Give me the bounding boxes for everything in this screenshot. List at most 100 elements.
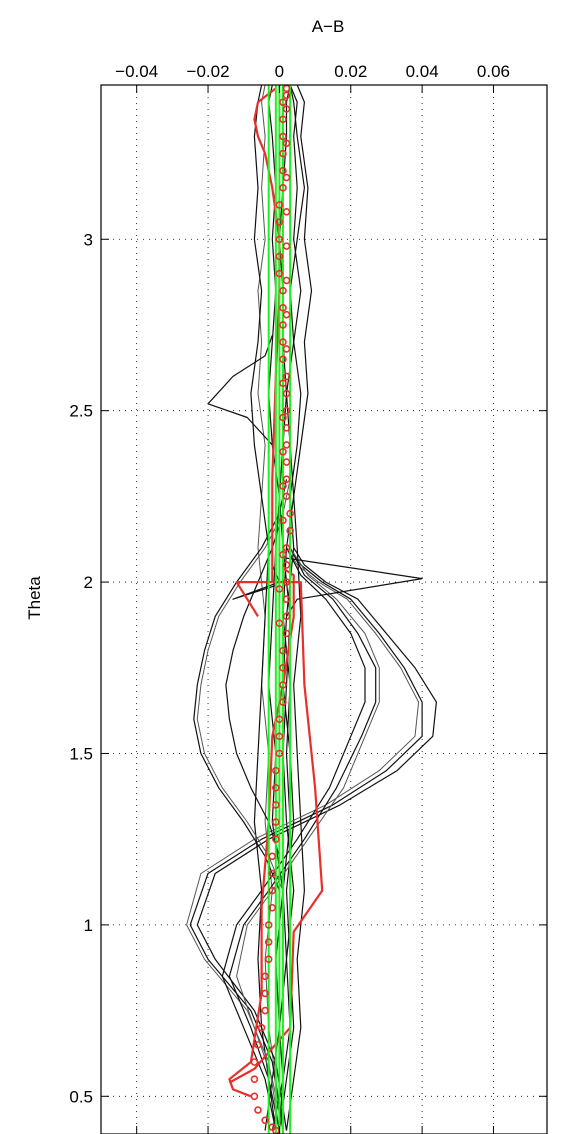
series-line-wave-10 xyxy=(186,547,420,1131)
series-line-ensemble-4 xyxy=(257,84,284,1131)
marker-point xyxy=(250,1058,259,1066)
marker-point xyxy=(275,235,284,244)
marker-point xyxy=(264,938,273,946)
marker-point xyxy=(279,413,287,422)
marker-point xyxy=(275,619,284,628)
series-line-ensemble-6 xyxy=(250,84,277,1131)
marker-point xyxy=(282,242,291,250)
marker-point xyxy=(279,379,287,388)
marker-point xyxy=(275,218,284,226)
x-tick-label: −0.04 xyxy=(115,62,158,81)
marker-point xyxy=(282,345,291,353)
y-tick-label: 3 xyxy=(84,230,93,249)
marker-point xyxy=(275,585,284,593)
x-tick-label: −0.02 xyxy=(187,62,230,81)
marker-point xyxy=(272,766,280,775)
plot-area xyxy=(186,84,437,1134)
marker-point xyxy=(279,304,287,312)
marker-point xyxy=(279,550,287,559)
series-line-wave-16 xyxy=(225,513,284,857)
marker-point xyxy=(282,173,291,182)
marker-point xyxy=(264,955,273,963)
series-line-red-20 xyxy=(228,567,295,1098)
marker-point xyxy=(282,276,291,285)
marker-point xyxy=(254,1106,262,1114)
series-line-red-21 xyxy=(253,87,281,583)
marker-point xyxy=(282,406,291,415)
marker-point xyxy=(282,208,291,216)
marker-point xyxy=(279,663,287,672)
marker-point xyxy=(282,612,291,621)
series-line-ensemble-5 xyxy=(285,84,313,1131)
marker-point xyxy=(282,475,291,484)
ticks: −0.04 −0.02 0 0.02 0.04 0.06 0.5 1 1.5 2 2.5 3 xyxy=(69,62,547,1134)
y-axis-label: Theta xyxy=(25,576,44,620)
marker-point xyxy=(250,1075,259,1083)
marker-point xyxy=(268,903,277,912)
marker-point xyxy=(282,458,291,466)
marker-point xyxy=(275,732,284,741)
marker-point xyxy=(279,482,287,490)
marker-point xyxy=(282,543,291,552)
marker-point xyxy=(261,1116,269,1125)
y-tick-label: 0.5 xyxy=(69,1087,93,1106)
marker-point xyxy=(272,783,280,792)
marker-point xyxy=(282,492,291,501)
series-line-wave-11 xyxy=(221,547,366,1131)
plot-frame xyxy=(100,84,548,1134)
marker-point xyxy=(279,338,287,346)
marker-point xyxy=(279,448,287,456)
marker-point xyxy=(268,852,277,861)
marker-point xyxy=(286,526,294,535)
marker-point xyxy=(282,578,291,586)
marker-point xyxy=(286,509,294,518)
marker-point xyxy=(275,715,284,723)
marker-point xyxy=(261,989,269,998)
marker-point xyxy=(279,132,287,141)
marker-point xyxy=(282,372,291,381)
marker-point xyxy=(275,269,284,278)
marker-point xyxy=(279,98,287,106)
marker-point xyxy=(275,252,284,261)
marker-point xyxy=(268,886,277,895)
marker-point xyxy=(264,921,273,929)
marker-point xyxy=(279,184,287,192)
series-line-wave-12 xyxy=(228,547,377,1131)
series-line-wave-14 xyxy=(193,479,288,891)
marker-point xyxy=(279,166,287,175)
marker-point xyxy=(282,310,291,319)
marker-point xyxy=(279,516,287,525)
x-tick-label: 0 xyxy=(275,62,284,81)
marker-point xyxy=(279,286,287,295)
marker-point xyxy=(282,389,291,398)
marker-point xyxy=(250,1092,259,1101)
marker-point xyxy=(282,139,291,148)
marker-point xyxy=(261,972,269,981)
y-tick-label: 1 xyxy=(84,916,93,935)
y-tick-label: 2.5 xyxy=(69,402,93,421)
x-tick-label: 0.06 xyxy=(477,62,510,81)
marker-point xyxy=(257,1023,266,1032)
marker-point xyxy=(282,629,291,638)
marker-point xyxy=(279,115,287,124)
marker-point xyxy=(279,321,287,329)
x-tick-label: 0.02 xyxy=(334,62,367,81)
series-line-wave-13 xyxy=(236,547,380,1131)
marker-point xyxy=(272,801,280,809)
x-tick-label: 0.04 xyxy=(406,62,439,81)
marker-point xyxy=(279,355,287,364)
series-line-wave-15 xyxy=(196,479,291,891)
y-tick-label: 2 xyxy=(84,573,93,592)
marker-point xyxy=(272,835,280,843)
marker-point xyxy=(279,698,287,706)
marker-point xyxy=(282,91,291,100)
series-line-wave-9 xyxy=(196,547,437,1131)
marker-point xyxy=(282,441,291,449)
marker-point xyxy=(282,424,291,432)
marker-point xyxy=(282,105,291,113)
marker-point xyxy=(275,749,284,758)
marker-point xyxy=(279,646,287,655)
marker-point xyxy=(268,869,277,878)
marker-point xyxy=(254,1041,262,1049)
